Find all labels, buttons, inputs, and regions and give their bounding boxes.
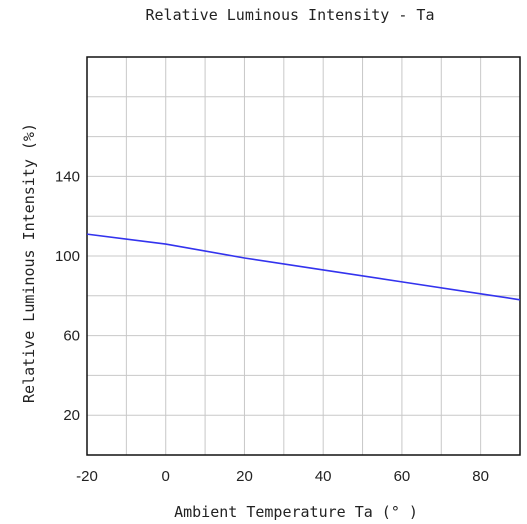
y-tick-label: 100 (55, 248, 80, 265)
y-tick-label: 60 (63, 328, 80, 345)
tick-labels: -20 0 20 40 60 80 20 60 100 140 (55, 168, 489, 485)
series-line (86, 233, 521, 301)
series-layer (86, 233, 521, 301)
y-tick-label: 20 (63, 407, 80, 424)
x-tick-label: 60 (394, 468, 411, 485)
x-tick-label: 80 (472, 468, 489, 485)
x-tick-label: 20 (236, 468, 253, 485)
chart-title: Relative Luminous Intensity - Ta (146, 6, 435, 24)
y-tick-label: 140 (55, 168, 80, 185)
x-tick-label: 0 (162, 468, 170, 485)
x-tick-label: -20 (76, 468, 98, 485)
x-axis-title: Ambient Temperature Ta (° ) (174, 503, 418, 521)
plot-area (86, 56, 521, 456)
grid (87, 57, 520, 455)
y-axis-title: Relative Luminous Intensity (%) (20, 123, 38, 403)
x-tick-label: 40 (315, 468, 332, 485)
